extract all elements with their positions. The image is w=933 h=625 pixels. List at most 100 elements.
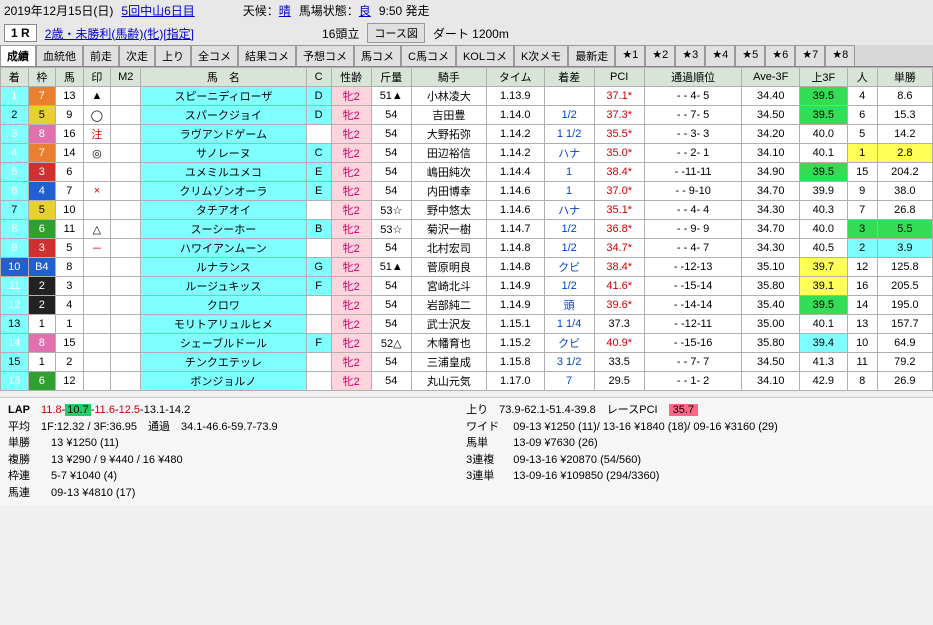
col-枠[interactable]: 枠 bbox=[28, 68, 56, 87]
cell-wt: 54 bbox=[371, 163, 411, 182]
col-上3F[interactable]: 上3F bbox=[800, 68, 848, 87]
table-row[interactable]: 1311モリトアリュルヒメ牝254武士沢友1.15.11 1/437.3- -1… bbox=[1, 315, 933, 334]
cell-wt: 54 bbox=[371, 353, 411, 372]
cell-waku: 8 bbox=[28, 334, 56, 353]
cell-odds: 195.0 bbox=[877, 296, 932, 315]
cell-fin: 3 bbox=[1, 125, 29, 144]
table-row[interactable]: 7510タチアオイ牝253☆野中悠太1.14.6ハナ35.1*- - 4- 43… bbox=[1, 201, 933, 220]
tab-3[interactable]: 次走 bbox=[119, 45, 155, 66]
tab-10[interactable]: KOLコメ bbox=[456, 45, 514, 66]
payout-3連単: 3連単 13-09-16 ¥109850 (294/3360) bbox=[466, 468, 925, 485]
cell-pass: - - 7- 7 bbox=[644, 353, 742, 372]
table-row[interactable]: 1713▲スピーニディローザD牝251▲小林凌大1.13.937.1*- - 4… bbox=[1, 87, 933, 106]
col-タイム[interactable]: タイム bbox=[486, 68, 544, 87]
weather[interactable]: 晴 bbox=[279, 4, 291, 18]
tab-1[interactable]: 血統他 bbox=[36, 45, 83, 66]
col-性齢[interactable]: 性齢 bbox=[331, 68, 371, 87]
cell-margin: 1 1/4 bbox=[544, 315, 594, 334]
cell-margin: 1 bbox=[544, 182, 594, 201]
cell-pci: 39.6* bbox=[594, 296, 644, 315]
payout-単勝: 単勝 13 ¥1250 (11) bbox=[8, 435, 448, 452]
col-馬[interactable]: 馬 bbox=[56, 68, 84, 87]
lap-sequence: 11.8-10.7-11.6-12.5-13.1-14.2 bbox=[41, 404, 190, 416]
cell-name: クリムゾンオーラ bbox=[141, 182, 306, 201]
race-name[interactable]: 2歳・未勝利(馬齢)(牝)[指定] bbox=[45, 25, 194, 42]
cell-pci: 37.3 bbox=[594, 315, 644, 334]
cell-margin: 1/2 bbox=[544, 220, 594, 239]
tab-16[interactable]: ★4 bbox=[705, 45, 735, 66]
tab-6[interactable]: 結果コメ bbox=[238, 45, 296, 66]
cell-time: 1.14.2 bbox=[486, 125, 544, 144]
tab-5[interactable]: 全コメ bbox=[191, 45, 238, 66]
table-row[interactable]: 3816注ラヴアンドゲーム牝254大野拓弥1.14.21 1/235.5*- -… bbox=[1, 125, 933, 144]
col-騎手[interactable]: 騎手 bbox=[411, 68, 486, 87]
col-M2[interactable]: M2 bbox=[111, 68, 141, 87]
table-row[interactable]: 16612ボンジョルノ牝254丸山元気1.17.0729.5- - 1- 234… bbox=[1, 372, 933, 391]
cell-margin: 7 bbox=[544, 372, 594, 391]
cell-sexage: 牝2 bbox=[331, 258, 371, 277]
cell-margin: 1 1/2 bbox=[544, 125, 594, 144]
cell-sexage: 牝2 bbox=[331, 315, 371, 334]
table-row[interactable]: 1224クロワ牝254岩部純二1.14.9頭39.6*- -14-1435.40… bbox=[1, 296, 933, 315]
meeting-link[interactable]: 5回中山6日目 bbox=[121, 2, 194, 19]
tab-19[interactable]: ★7 bbox=[795, 45, 825, 66]
cell-sexage: 牝2 bbox=[331, 372, 371, 391]
col-着差[interactable]: 着差 bbox=[544, 68, 594, 87]
tab-17[interactable]: ★5 bbox=[735, 45, 765, 66]
col-斤量[interactable]: 斤量 bbox=[371, 68, 411, 87]
col-印[interactable]: 印 bbox=[83, 68, 111, 87]
course-diagram-button[interactable]: コース図 bbox=[367, 23, 424, 43]
cell-u3f: 39.5 bbox=[800, 296, 848, 315]
cell-jockey: 木幡育也 bbox=[411, 334, 486, 353]
tab-15[interactable]: ★3 bbox=[675, 45, 705, 66]
col-PCI[interactable]: PCI bbox=[594, 68, 644, 87]
table-row[interactable]: 536ユメミルユメコE牝254嶋田純次1.14.4138.4*- -11-113… bbox=[1, 163, 933, 182]
cell-ave3f: 34.30 bbox=[742, 239, 800, 258]
table-row[interactable]: 1512チンクエテッレ牝254三浦皇成1.15.83 1/233.5- - 7-… bbox=[1, 353, 933, 372]
table-row[interactable]: 14815シェーブルドールF牝252△木幡育也1.15.2クビ40.9*- -1… bbox=[1, 334, 933, 353]
tab-11[interactable]: K次メモ bbox=[514, 45, 568, 66]
table-row[interactable]: 1123ルージュキッスF牝254宮崎北斗1.14.91/241.6*- -15-… bbox=[1, 277, 933, 296]
tab-2[interactable]: 前走 bbox=[83, 45, 119, 66]
table-row[interactable]: 259◯スパークジョイD牝254吉田豊1.14.01/237.3*- - 7- … bbox=[1, 106, 933, 125]
cell-m2 bbox=[111, 315, 141, 334]
cell-u3f: 39.5 bbox=[800, 106, 848, 125]
col-C[interactable]: C bbox=[306, 68, 331, 87]
cell-sexage: 牝2 bbox=[331, 163, 371, 182]
tab-14[interactable]: ★2 bbox=[645, 45, 675, 66]
cell-time: 1.15.8 bbox=[486, 353, 544, 372]
tab-4[interactable]: 上り bbox=[155, 45, 191, 66]
tab-0[interactable]: 成績 bbox=[0, 45, 36, 66]
track-cond[interactable]: 良 bbox=[359, 4, 371, 18]
col-単勝[interactable]: 単勝 bbox=[877, 68, 932, 87]
tab-12[interactable]: 最新走 bbox=[568, 45, 615, 66]
course-desc: ダート 1200m bbox=[433, 25, 509, 42]
cell-wt: 51▲ bbox=[371, 258, 411, 277]
tab-7[interactable]: 予想コメ bbox=[296, 45, 354, 66]
cell-pop: 5 bbox=[847, 125, 877, 144]
table-row[interactable]: 10B48ルナランスG牝251▲菅原明良1.14.8クビ38.4*- -12-1… bbox=[1, 258, 933, 277]
tab-9[interactable]: C馬コメ bbox=[401, 45, 456, 66]
cell-odds: 26.8 bbox=[877, 201, 932, 220]
cell-jockey: 丸山元気 bbox=[411, 372, 486, 391]
table-row[interactable]: 647×クリムゾンオーラE牝254内田博幸1.14.6137.0*- - 9-1… bbox=[1, 182, 933, 201]
col-通過順位[interactable]: 通過順位 bbox=[644, 68, 742, 87]
table-row[interactable]: 935－ハワイアンムーン牝254北村宏司1.14.81/234.7*- - 4-… bbox=[1, 239, 933, 258]
cell-time: 1.14.9 bbox=[486, 296, 544, 315]
cell-name: ハワイアンムーン bbox=[141, 239, 306, 258]
tab-13[interactable]: ★1 bbox=[615, 45, 645, 66]
tab-20[interactable]: ★8 bbox=[825, 45, 855, 66]
col-馬 名[interactable]: 馬 名 bbox=[141, 68, 306, 87]
cell-pci: 37.1* bbox=[594, 87, 644, 106]
cell-pop: 7 bbox=[847, 201, 877, 220]
cell-pci: 40.9* bbox=[594, 334, 644, 353]
tab-8[interactable]: 馬コメ bbox=[354, 45, 401, 66]
cell-margin: 3 1/2 bbox=[544, 353, 594, 372]
tab-18[interactable]: ★6 bbox=[765, 45, 795, 66]
table-row[interactable]: 8611△スーシーホーB牝253☆菊沢一樹1.14.71/236.8*- - 9… bbox=[1, 220, 933, 239]
col-着[interactable]: 着 bbox=[1, 68, 29, 87]
col-人[interactable]: 人 bbox=[847, 68, 877, 87]
race-number[interactable]: 1 R bbox=[4, 24, 37, 42]
table-row[interactable]: 4714◎サノレーヌC牝254田辺裕信1.14.2ハナ35.0*- - 2- 1… bbox=[1, 144, 933, 163]
col-Ave-3F[interactable]: Ave-3F bbox=[742, 68, 800, 87]
